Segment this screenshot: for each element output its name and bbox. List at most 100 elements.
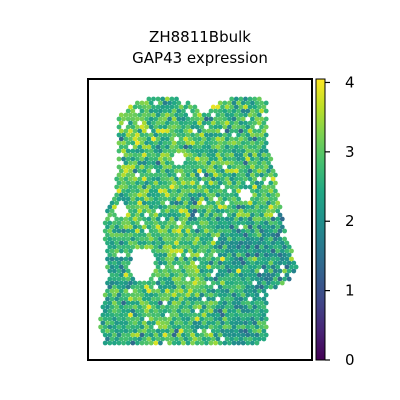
expression-spot [259,228,264,234]
expression-spot [171,196,177,202]
expression-spot [135,244,140,250]
expression-spot [236,236,242,242]
expression-spot [148,332,154,338]
expression-spot [206,160,212,166]
expression-spot [130,276,136,282]
expression-spot [261,296,267,302]
expression-spot [141,144,147,150]
expression-spot [250,236,255,242]
expression-spot [236,116,242,122]
expression-spot [185,204,191,210]
expression-spot [190,220,196,226]
expression-spot [254,316,260,322]
expression-spot [114,304,120,310]
expression-spot [125,324,131,330]
expression-spot [171,244,177,250]
expression-spot [243,320,248,326]
expression-spot [238,104,244,110]
expression-spot [224,224,230,230]
expression-spot [227,284,232,290]
expression-spot [112,332,117,338]
expression-spot [167,268,173,274]
expression-spot [139,140,145,146]
expression-spot [167,316,173,322]
expression-spot [123,152,129,158]
expression-spot [114,224,120,230]
expression-spot [183,264,189,270]
expression-spot [169,304,175,310]
expression-spot [125,332,131,338]
expression-spot [169,104,175,110]
expression-spot [123,160,129,166]
expression-spot [176,244,182,250]
expression-spot [231,172,237,178]
expression-spot [141,176,147,182]
expression-spot [137,312,143,318]
expression-spot [199,132,205,138]
expression-spot [141,200,147,206]
expression-spot [286,244,292,250]
expression-spot [217,148,223,154]
expression-spot [174,240,179,246]
expression-spot [247,200,253,206]
expression-spot [178,304,184,310]
expression-spot [250,268,255,274]
expression-spot [109,240,115,246]
expression-spot [254,308,260,314]
expression-spot [263,124,269,130]
expression-spot [181,268,186,274]
expression-spot [282,228,287,234]
colorbar [315,78,326,361]
expression-spot [164,96,170,102]
expression-spot [153,148,159,154]
expression-spot [181,324,186,330]
expression-spot [222,252,228,258]
expression-spot [141,152,147,158]
expression-spot [176,180,182,186]
expression-spot [118,328,124,334]
expression-spot [155,120,161,126]
expression-spot [192,280,198,286]
expression-spot [240,204,246,210]
expression-spot [155,304,161,310]
expression-spot [178,216,184,222]
expression-spot [220,144,225,150]
expression-spot [116,308,122,314]
expression-spot [252,176,258,182]
expression-spot [167,244,173,250]
expression-spot [155,176,161,182]
expression-spot [116,228,122,234]
expression-spot [174,192,179,198]
expression-spot [206,248,212,254]
expression-spot [259,188,264,194]
expression-spot [277,236,283,242]
expression-spot [208,260,214,266]
expression-spot [231,188,237,194]
expression-spot [178,128,184,134]
expression-spot [194,324,200,330]
expression-spot [176,260,182,266]
expression-spot [160,336,166,342]
expression-spot [130,332,136,338]
expression-spot [192,112,198,118]
expression-spot [116,132,122,138]
expression-spot [162,308,168,314]
expression-spot [194,252,200,258]
expression-spot [220,232,225,238]
expression-spot [220,104,225,110]
expression-spot [252,264,258,270]
expression-spot [208,180,214,186]
expression-spot [169,216,175,222]
expression-spot [151,288,156,294]
expression-spot [185,188,191,194]
expression-spot [183,128,189,134]
expression-spot [208,172,214,178]
expression-spot [123,296,129,302]
expression-spot [123,184,129,190]
expression-spot [123,304,129,310]
expression-spot [199,340,205,346]
expression-spot [164,280,170,286]
expression-spot [125,220,131,226]
expression-spot [185,140,191,146]
expression-spot [160,96,166,102]
